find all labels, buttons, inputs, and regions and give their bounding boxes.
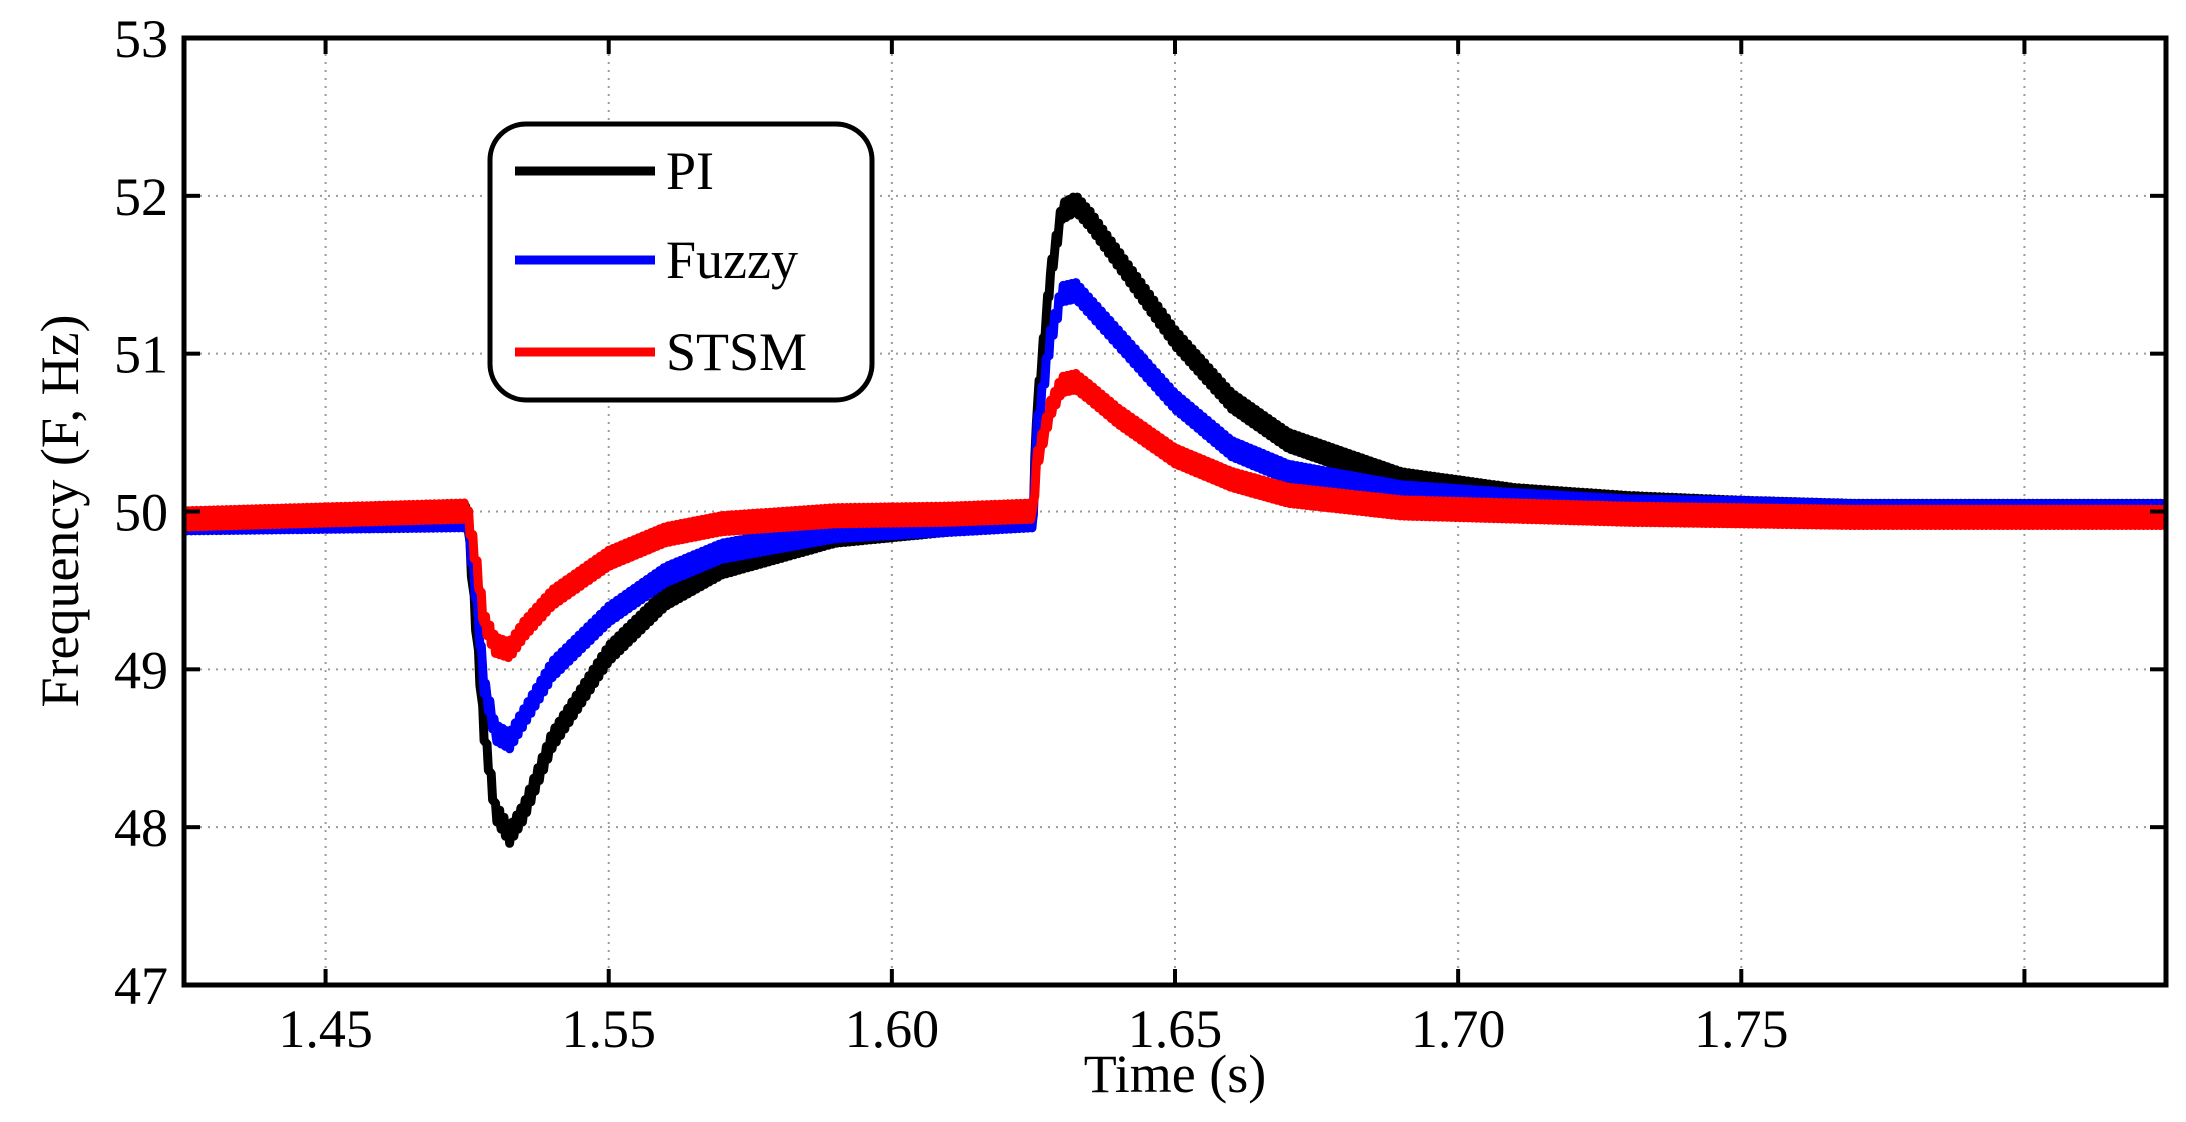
- legend-label-stsm: STSM: [666, 322, 807, 382]
- series-layer: [184, 192, 2166, 848]
- tick-marks: [184, 36, 2166, 987]
- x-tick-label: 1.65: [1128, 999, 1223, 1059]
- tick-labels: 1.45 1.55 1.60 1.65 1.70 1.75 47 48 49 50 51 52 53: [114, 9, 1789, 1059]
- legend-box: [487, 121, 875, 403]
- legend-entry-pi: PI: [515, 141, 714, 201]
- x-tick-label: 1.45: [278, 999, 373, 1059]
- x-tick-label: 1.70: [1411, 999, 1506, 1059]
- legend-entry-stsm: STSM: [515, 322, 807, 382]
- x-tick-label: 1.75: [1694, 999, 1789, 1059]
- legend: PI Fuzzy STSM: [487, 121, 875, 403]
- y-tick-label: 47: [114, 956, 168, 1016]
- y-tick-label: 48: [114, 798, 168, 858]
- legend-entry-fuzzy: Fuzzy: [515, 230, 798, 290]
- y-tick-label: 53: [114, 9, 168, 69]
- y-tick-label: 52: [114, 167, 168, 227]
- y-tick-label: 51: [114, 325, 168, 385]
- x-axis-label: Time (s): [1084, 1044, 1267, 1104]
- series-line-stsm: [184, 369, 2166, 663]
- y-tick-label: 49: [114, 640, 168, 700]
- legend-label-fuzzy: Fuzzy: [666, 230, 798, 290]
- y-tick-label: 50: [114, 483, 168, 543]
- y-axis-label: Frequency (F, Hz): [30, 314, 90, 707]
- legend-label-pi: PI: [666, 141, 714, 201]
- x-tick-label: 1.55: [561, 999, 656, 1059]
- x-tick-label: 1.60: [845, 999, 940, 1059]
